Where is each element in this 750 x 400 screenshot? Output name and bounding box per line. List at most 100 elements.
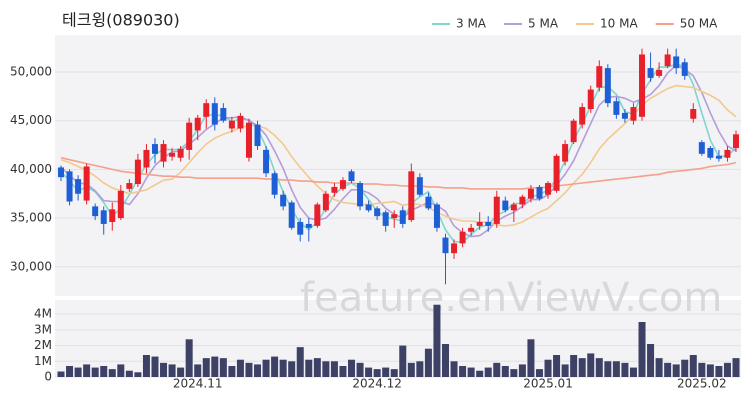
volume-bar (228, 366, 236, 377)
volume-bar (441, 344, 449, 377)
candle-body (177, 148, 184, 158)
ma-line (60, 64, 737, 238)
candle-body (75, 179, 82, 194)
volume-bar (450, 361, 458, 377)
volume-bar (629, 367, 637, 377)
candle-body (92, 206, 99, 217)
ma-line (60, 63, 737, 244)
volume-bar (348, 359, 356, 377)
x-tick-label: 2024.11 (173, 377, 223, 391)
volume-bar (339, 366, 347, 377)
volume-bar (647, 344, 655, 377)
volume-bar (382, 367, 390, 377)
candle-body (621, 112, 628, 119)
volume-bar (484, 367, 492, 377)
volume-bar (424, 348, 432, 377)
volume-bar (219, 358, 227, 377)
candle-body (305, 223, 312, 228)
candle-body (570, 120, 577, 143)
candle-body (502, 200, 509, 211)
volume-bar (185, 339, 193, 377)
candle-body (203, 103, 210, 117)
volume-bar (527, 339, 535, 377)
candle-body (109, 209, 116, 222)
candle-body (459, 231, 466, 244)
candle-body (596, 66, 603, 88)
volume-bar (706, 364, 714, 377)
y-tick-label: 40,000 (10, 162, 52, 176)
volume-bar (501, 366, 509, 377)
legend-label: 10 MA (600, 17, 638, 31)
volume-bar (578, 358, 586, 377)
ma-line (60, 156, 737, 190)
candle-body (143, 149, 150, 168)
candle-body (339, 180, 346, 189)
volume-bar (83, 364, 91, 377)
x-tick-label: 2025.02 (677, 377, 727, 391)
candle-body (425, 196, 432, 209)
candle-body (382, 212, 389, 226)
volume-bar (535, 369, 543, 377)
candle-body (66, 171, 73, 202)
ma-line (60, 84, 737, 227)
candle-body (211, 103, 218, 125)
candle-body (126, 183, 133, 189)
candle-body (587, 89, 594, 110)
candle-body (100, 210, 107, 224)
volume-bar (476, 370, 484, 377)
candle-body (117, 190, 124, 219)
chart-title: 테크윙(089030) (62, 11, 180, 30)
y-tick-label: 50,000 (10, 65, 52, 79)
volume-bar (459, 366, 467, 377)
volume-bar (296, 347, 304, 377)
candle-body (733, 134, 739, 148)
volume-bar (604, 361, 612, 377)
volume-bar (715, 366, 723, 377)
volume-bar (407, 362, 415, 377)
volume-bar (245, 362, 253, 377)
candle-body (357, 183, 364, 207)
candle-body (365, 204, 372, 211)
volume-bar (518, 364, 526, 377)
volume-bar (160, 362, 168, 377)
candle-body (681, 62, 688, 76)
candle-body (562, 144, 569, 162)
volume-bar (271, 356, 279, 377)
volume-bar (100, 366, 108, 377)
candle-body (485, 221, 492, 226)
volume-bar (365, 367, 373, 377)
price-panel (55, 35, 741, 296)
volume-bar (91, 367, 99, 377)
volume-bar (664, 362, 672, 377)
candle-body (724, 149, 731, 158)
candle-body (254, 124, 261, 147)
legend-label: 50 MA (680, 17, 718, 31)
candle-body (399, 210, 406, 224)
volume-bar (125, 370, 133, 377)
candle-body (134, 159, 141, 185)
candle-body (374, 208, 381, 217)
volume-bar (134, 372, 142, 377)
volume-bar (587, 353, 595, 377)
candle-body (476, 221, 483, 226)
volume-bar (390, 369, 398, 377)
candle-body (545, 183, 552, 195)
volume-bar (570, 355, 578, 377)
y-tick-label: 0 (44, 370, 52, 384)
candle-body (451, 243, 458, 254)
y-tick-label: 3M (34, 322, 52, 336)
candle-body (604, 68, 611, 104)
candle-body (271, 173, 278, 195)
volume-bar (681, 359, 689, 377)
candle-body (553, 155, 560, 191)
volume-bar (151, 356, 159, 377)
candle-body (433, 204, 440, 228)
y-tick-label: 1M (34, 354, 52, 368)
volume-bar (672, 364, 680, 377)
volume-bar (177, 367, 185, 377)
y-tick-label: 45,000 (10, 113, 52, 127)
candle-body (630, 107, 637, 121)
volume-bar (510, 369, 518, 377)
candle-body (280, 194, 287, 207)
